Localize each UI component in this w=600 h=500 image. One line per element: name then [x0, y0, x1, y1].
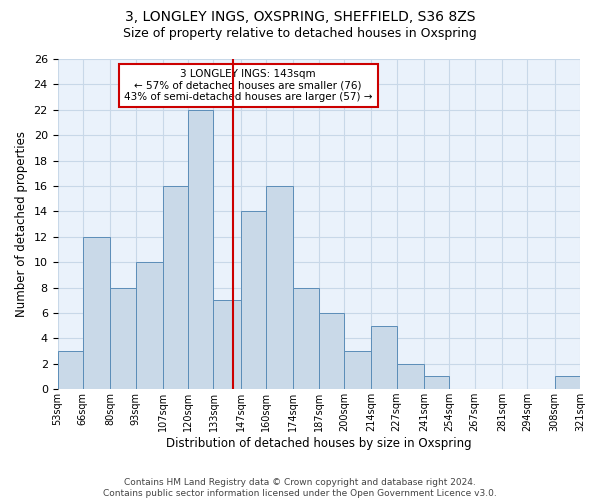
- Bar: [188, 110, 214, 389]
- Text: 3 LONGLEY INGS: 143sqm
← 57% of detached houses are smaller (76)
43% of semi-det: 3 LONGLEY INGS: 143sqm ← 57% of detached…: [124, 69, 373, 102]
- Bar: [110, 288, 136, 389]
- Bar: [397, 364, 424, 389]
- Text: 3, LONGLEY INGS, OXSPRING, SHEFFIELD, S36 8ZS: 3, LONGLEY INGS, OXSPRING, SHEFFIELD, S3…: [125, 10, 475, 24]
- Bar: [344, 351, 371, 389]
- Text: Size of property relative to detached houses in Oxspring: Size of property relative to detached ho…: [123, 28, 477, 40]
- Bar: [424, 376, 449, 389]
- Bar: [83, 237, 110, 389]
- X-axis label: Distribution of detached houses by size in Oxspring: Distribution of detached houses by size …: [166, 437, 472, 450]
- Bar: [266, 186, 293, 389]
- Bar: [214, 300, 241, 389]
- Bar: [241, 212, 266, 389]
- Bar: [371, 326, 397, 389]
- Bar: [58, 351, 83, 389]
- Bar: [293, 288, 319, 389]
- Bar: [163, 186, 188, 389]
- Bar: [554, 376, 580, 389]
- Y-axis label: Number of detached properties: Number of detached properties: [15, 131, 28, 317]
- Text: Contains HM Land Registry data © Crown copyright and database right 2024.
Contai: Contains HM Land Registry data © Crown c…: [103, 478, 497, 498]
- Bar: [319, 313, 344, 389]
- Bar: [136, 262, 163, 389]
